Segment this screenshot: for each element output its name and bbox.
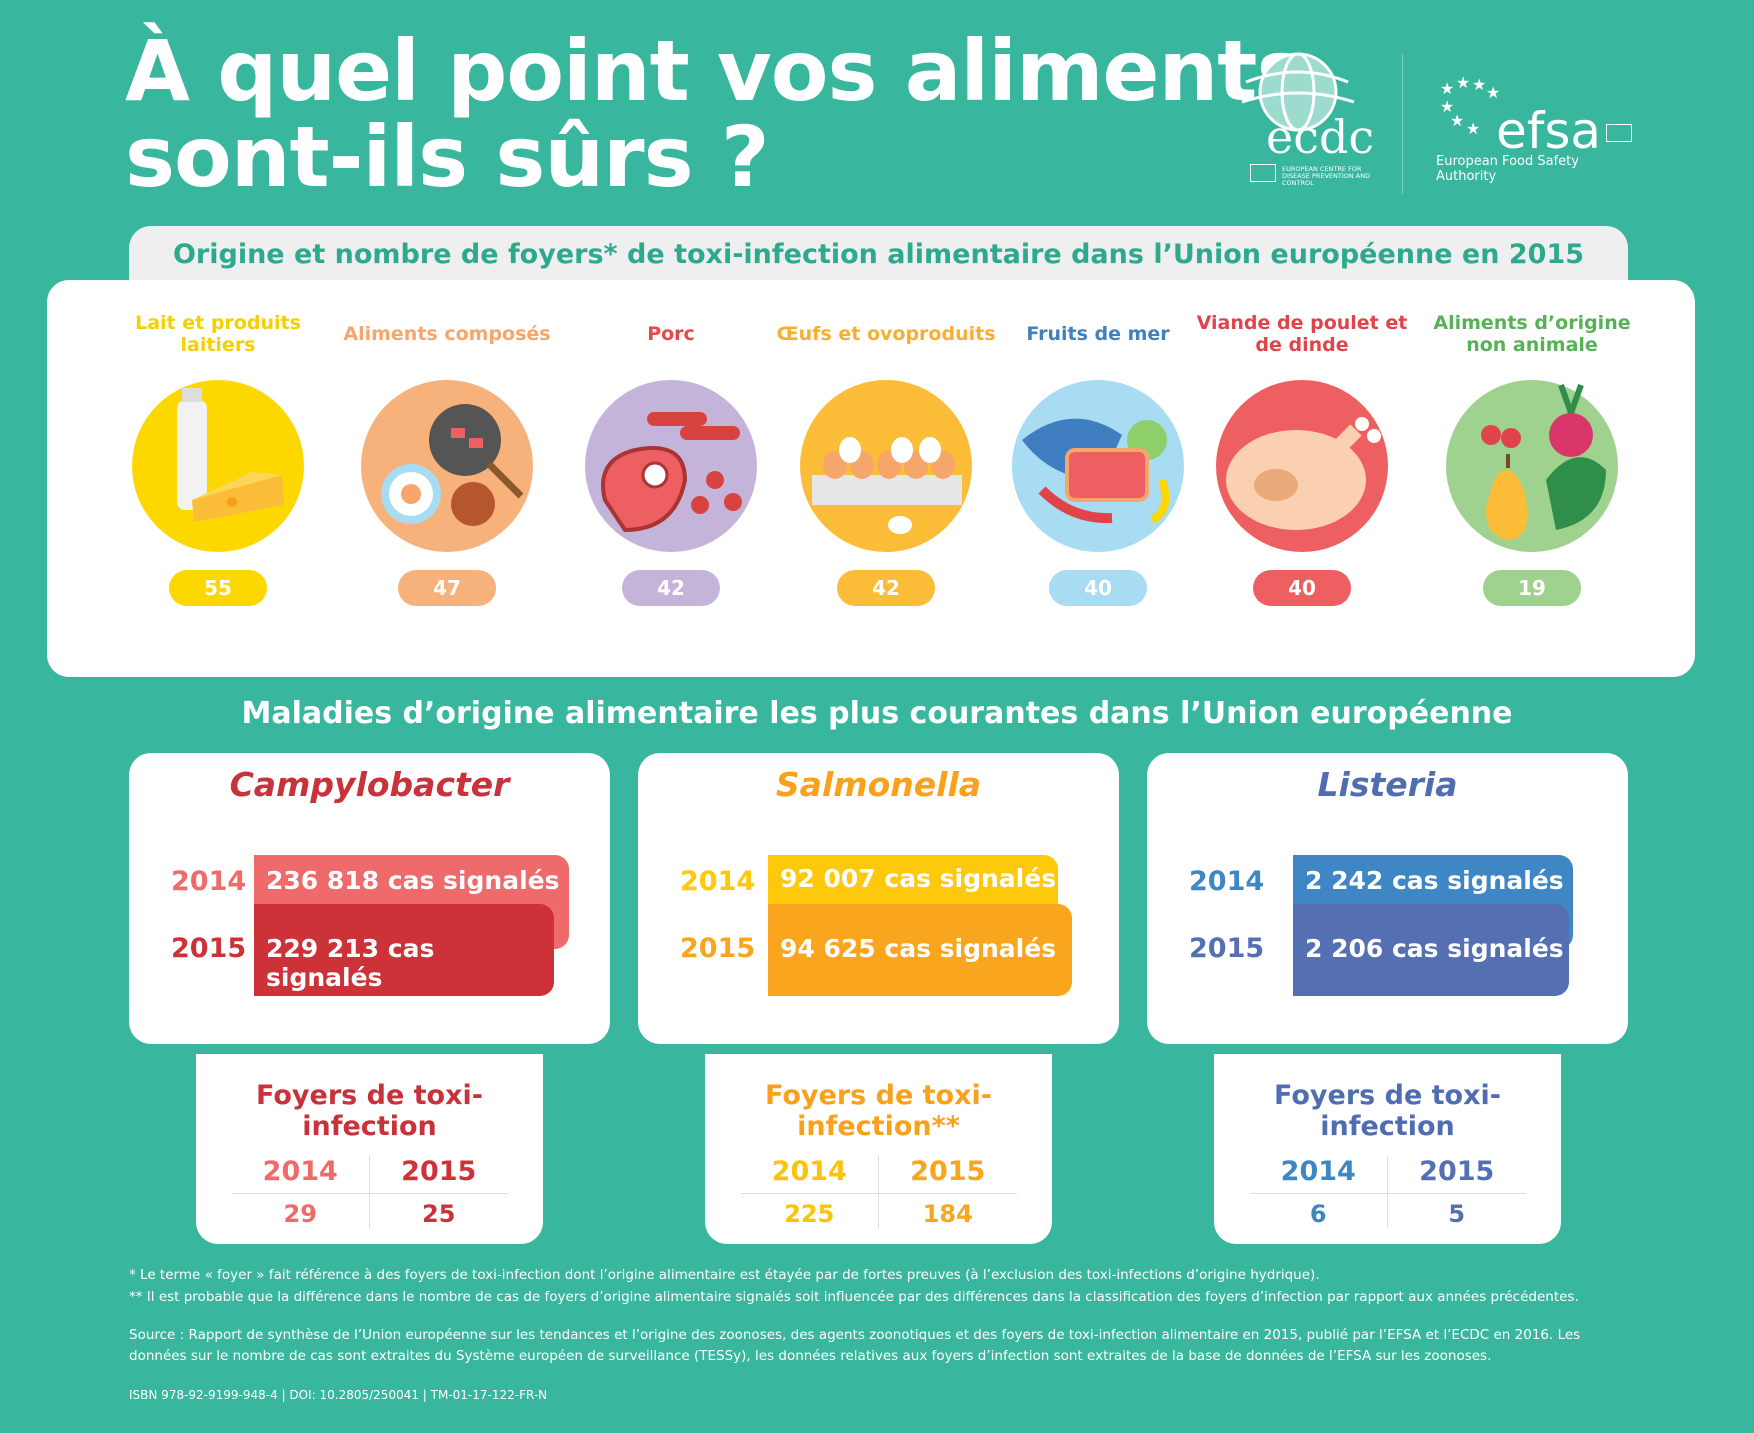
outbreak-count-badge: 47	[398, 570, 496, 606]
svg-text:★: ★	[1440, 79, 1454, 98]
disease-name: Listeria	[1317, 765, 1458, 804]
year-2015: 2015	[680, 933, 756, 964]
logo-divider	[1402, 54, 1403, 194]
card-listeria: Listeria 2 242 cas signalés 2 206 cas si…	[1147, 753, 1628, 1044]
bar-2015: 229 213 cas signalés	[254, 904, 554, 996]
outbreak-count-badge: 40	[1253, 570, 1351, 606]
ecdc-subtitle: EUROPEAN CENTRE FOR DISEASE PREVENTION A…	[1282, 165, 1371, 187]
year-2015: 2015	[1387, 1156, 1526, 1194]
vegetables-icon	[1446, 380, 1618, 552]
page-title: À quel point vos aliments sont-ils sûrs …	[125, 22, 1306, 206]
svg-text:★: ★	[1472, 76, 1486, 94]
title-line-2: sont-ils sûrs ?	[125, 108, 770, 206]
footnote-2: ** Il est probable que la différence dan…	[129, 1289, 1579, 1305]
year-2015: 2015	[171, 933, 247, 964]
outbreak-count-badge: 42	[622, 570, 720, 606]
logos: ecdc EUROPEAN CENTRE FOR DISEASE PREVENT…	[1236, 52, 1636, 202]
outbreaks-2015: 25	[369, 1193, 508, 1228]
svg-text:★: ★	[1450, 111, 1464, 130]
year-2015: 2015	[1189, 933, 1265, 964]
outbreaks-2014: 29	[283, 1200, 317, 1228]
year-2014: 2014	[231, 1156, 370, 1194]
year-2014: 2014	[1189, 866, 1265, 897]
outbreaks-2014: 225	[784, 1200, 835, 1228]
year-2014: 2014	[740, 1156, 879, 1194]
globe-icon	[1241, 52, 1355, 132]
section-diseases-title: Maladies d’origine alimentaire les plus …	[241, 696, 1513, 731]
outbreaks-table: 2014 2015 29 25	[231, 1156, 508, 1228]
eu-flag-icon	[1606, 124, 1632, 142]
year-2014: 2014	[680, 866, 756, 897]
outbreak-count-badge: 40	[1049, 570, 1147, 606]
disease-name: Campylobacter	[229, 765, 510, 804]
pork-icon	[585, 380, 757, 552]
category-label: Aliments composés	[343, 323, 551, 345]
category-3: Porc 42	[561, 310, 781, 606]
stars-icon: ★ ★ ★ ★★★ ★	[1440, 76, 1500, 136]
svg-text:★: ★	[1486, 83, 1500, 102]
category-7: Aliments d’origine non animale 19	[1422, 310, 1642, 606]
outbreaks-salmonella: Foyers de toxi-infection** 2014 2015 225 1…	[705, 1054, 1052, 1244]
year-2014: 2014	[1249, 1156, 1388, 1194]
year-2015: 2015	[369, 1156, 508, 1194]
footnote-1: * Le terme « foyer » fait référence à de…	[129, 1267, 1320, 1283]
category-2: Aliments composés 47	[337, 310, 557, 606]
category-4: Œufs et ovoproduits 42	[776, 310, 996, 606]
outbreaks-title: Foyers de toxi-infection	[1274, 1080, 1501, 1142]
isbn-line: ISBN 978-92-9199-948-4 | DOI: 10.2805/25…	[129, 1388, 548, 1402]
outbreaks-2015: 184	[878, 1193, 1017, 1228]
eu-flag-icon	[1250, 164, 1276, 182]
svg-text:★: ★	[1440, 97, 1454, 116]
bar-2015: 94 625 cas signalés	[768, 904, 1072, 996]
outbreaks-2015: 5	[1387, 1193, 1526, 1228]
outbreaks-title: Foyers de toxi-infection	[256, 1080, 483, 1142]
mixed-food-icon	[361, 380, 533, 552]
category-1: Lait et produits laitiers 55	[108, 310, 328, 606]
category-5: Fruits de mer 40	[988, 310, 1208, 606]
card-salmonella: Salmonella 92 007 cas signalés 94 625 ca…	[638, 753, 1119, 1044]
efsa-logo-text: efsa	[1496, 102, 1602, 160]
category-label: Aliments d’origine non animale	[1433, 312, 1631, 356]
year-2015: 2015	[878, 1156, 1017, 1194]
outbreaks-title: Foyers de toxi-infection**	[765, 1080, 992, 1142]
disease-name: Salmonella	[775, 765, 982, 804]
milk-cheese-icon	[132, 380, 304, 552]
svg-text:★: ★	[1466, 119, 1480, 136]
source-note: Source : Rapport de synthèse de l’Union …	[129, 1327, 1581, 1364]
outbreaks-campylobacter: Foyers de toxi-infection 2014 2015 29 25	[196, 1054, 543, 1244]
seafood-icon	[1012, 380, 1184, 552]
category-label: Porc	[647, 323, 695, 345]
category-label: Lait et produits laitiers	[135, 312, 301, 356]
outbreak-count-badge: 55	[169, 570, 267, 606]
outbreak-count-badge: 19	[1483, 570, 1581, 606]
svg-text:★: ★	[1456, 76, 1470, 92]
bar-2015: 2 206 cas signalés	[1293, 904, 1569, 996]
card-campylobacter: Campylobacter 236 818 cas signalés 229 2…	[129, 753, 610, 1044]
outbreaks-table: 2014 2015 225 184	[740, 1156, 1017, 1228]
outbreaks-listeria: Foyers de toxi-infection 2014 2015 6 5	[1214, 1054, 1561, 1244]
efsa-subtitle: European Food Safety Authority	[1436, 154, 1579, 184]
outbreaks-table: 2014 2015 6 5	[1249, 1156, 1526, 1228]
eggs-icon	[800, 380, 972, 552]
title-line-1: À quel point vos aliments	[125, 22, 1306, 120]
food-origin-panel: Lait et produits laitiers 55 Aliments comp…	[47, 280, 1695, 677]
category-label: Fruits de mer	[1026, 323, 1170, 345]
category-label: Œufs et ovoproduits	[776, 323, 996, 345]
year-2014: 2014	[171, 866, 247, 897]
category-label: Viande de poulet et de dinde	[1196, 312, 1408, 356]
outbreak-count-badge: 42	[837, 570, 935, 606]
ecdc-logo-text: ecdc	[1266, 110, 1375, 164]
poultry-icon	[1216, 380, 1388, 552]
category-6: Viande de poulet et de dinde 40	[1192, 310, 1412, 606]
outbreaks-2014: 6	[1309, 1200, 1327, 1228]
